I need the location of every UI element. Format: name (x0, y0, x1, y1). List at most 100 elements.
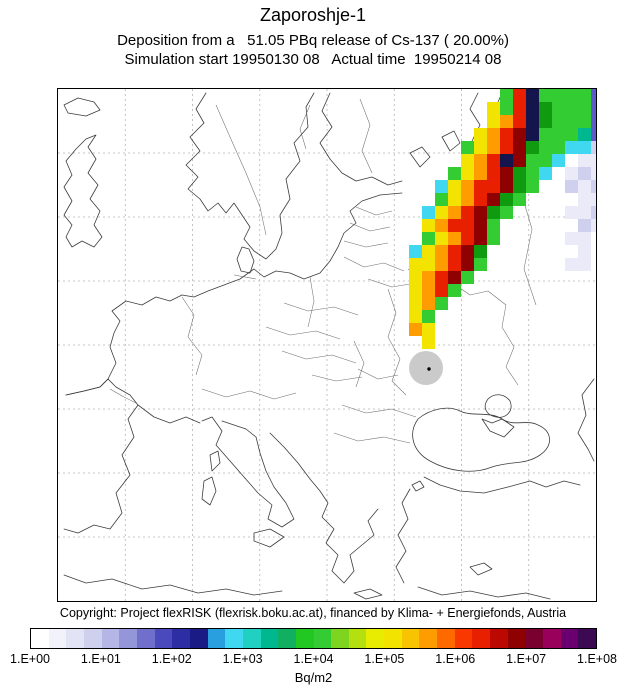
plume-cell (448, 232, 461, 245)
legend-color-segment (225, 629, 243, 648)
plume-cell (448, 284, 461, 297)
plume-cell (526, 180, 539, 193)
plume-cell (487, 102, 500, 115)
plume-cell (578, 128, 591, 141)
plume-cell (578, 102, 591, 115)
plume-cell (526, 102, 539, 115)
plume-cell (435, 258, 448, 271)
plume-cell (526, 115, 539, 128)
plume-cell (461, 154, 474, 167)
deposition-plume (409, 89, 596, 349)
legend-tick-label: 1.E+02 (151, 652, 192, 666)
legend-color-segment (172, 629, 190, 648)
legend-tick-label: 1.E+00 (10, 652, 50, 666)
plume-cell (578, 115, 591, 128)
plume-cell (500, 115, 513, 128)
legend-color-segment (507, 629, 526, 648)
legend-color-segment (189, 629, 208, 648)
plume-cell (422, 232, 435, 245)
plume-cell (513, 128, 526, 141)
plume-cell (578, 89, 591, 102)
plume-cell (474, 128, 487, 141)
plume-cell (474, 180, 487, 193)
plume-cell (461, 206, 474, 219)
plume-cell (500, 167, 513, 180)
plume-cell (513, 141, 526, 154)
plume-cell (435, 193, 448, 206)
plume-cell (435, 219, 448, 232)
plume-cell (448, 167, 461, 180)
plume-cell (500, 180, 513, 193)
plume-cell (435, 271, 448, 284)
legend-color-segment (242, 629, 261, 648)
plume-cell (409, 258, 422, 271)
plume-cell (487, 128, 500, 141)
legend-tick-label: 1.E+04 (293, 652, 334, 666)
plume-cell (539, 167, 552, 180)
legend-color-segment (101, 629, 120, 648)
plume-cell (500, 193, 513, 206)
plume-cell (552, 102, 565, 115)
plume-cell (409, 284, 422, 297)
plume-cell (461, 271, 474, 284)
legend-color-segment (366, 629, 385, 648)
plume-cell (422, 271, 435, 284)
plume-cell (422, 245, 435, 258)
plume-cell (591, 141, 596, 154)
plume-cell (565, 258, 578, 271)
plume-cell (422, 219, 435, 232)
plume-cell (435, 245, 448, 258)
plume-cell (500, 206, 513, 219)
plume-cell (474, 193, 487, 206)
plume-cell (422, 323, 435, 336)
plume-cell (565, 89, 578, 102)
plume-cell (461, 141, 474, 154)
plume-cell (552, 115, 565, 128)
plume-cell (526, 154, 539, 167)
source-dot-icon (427, 367, 431, 371)
plume-cell (539, 89, 552, 102)
plume-cell (513, 167, 526, 180)
plume-cell (539, 115, 552, 128)
plume-cell (487, 167, 500, 180)
legend-tick-label: 1.E+03 (222, 652, 263, 666)
plume-cell (591, 180, 596, 193)
plume-cell (565, 102, 578, 115)
plume-cell (565, 180, 578, 193)
legend-color-segment (384, 629, 402, 648)
plume-cell (409, 271, 422, 284)
plume-cell (500, 89, 513, 102)
plume-cell (578, 245, 591, 258)
plume-cell (552, 141, 565, 154)
plume-cell (448, 206, 461, 219)
legend-color-segment (207, 629, 226, 648)
plume-cell (435, 180, 448, 193)
plume-cell (552, 154, 565, 167)
plume-cell (409, 310, 422, 323)
plume-cell (591, 128, 596, 141)
plume-cell (461, 193, 474, 206)
plume-cell (487, 206, 500, 219)
plume-cell (474, 154, 487, 167)
plume-cell (565, 232, 578, 245)
coastlines (63, 92, 595, 600)
plume-cell (422, 206, 435, 219)
plume-cell (565, 167, 578, 180)
plume-cell (552, 89, 565, 102)
plume-cell (578, 180, 591, 193)
plume-cell (591, 206, 596, 219)
plume-cell (435, 206, 448, 219)
plume-cell (448, 193, 461, 206)
plume-cell (591, 154, 596, 167)
legend-color-segment (260, 629, 279, 648)
legend-color-segment (454, 629, 473, 648)
legend-tick-label: 1.E+07 (506, 652, 547, 666)
legend-ticks: 1.E+00 1.E+01 1.E+02 1.E+03 1.E+04 1.E+05 1.E+… (10, 652, 617, 668)
legend-color-segment (543, 629, 561, 648)
plume-cell (500, 154, 513, 167)
plume-cell (513, 115, 526, 128)
legend-color-segment (48, 629, 67, 648)
plume-cell (409, 323, 422, 336)
plume-cell (578, 167, 591, 180)
plume-cell (474, 245, 487, 258)
